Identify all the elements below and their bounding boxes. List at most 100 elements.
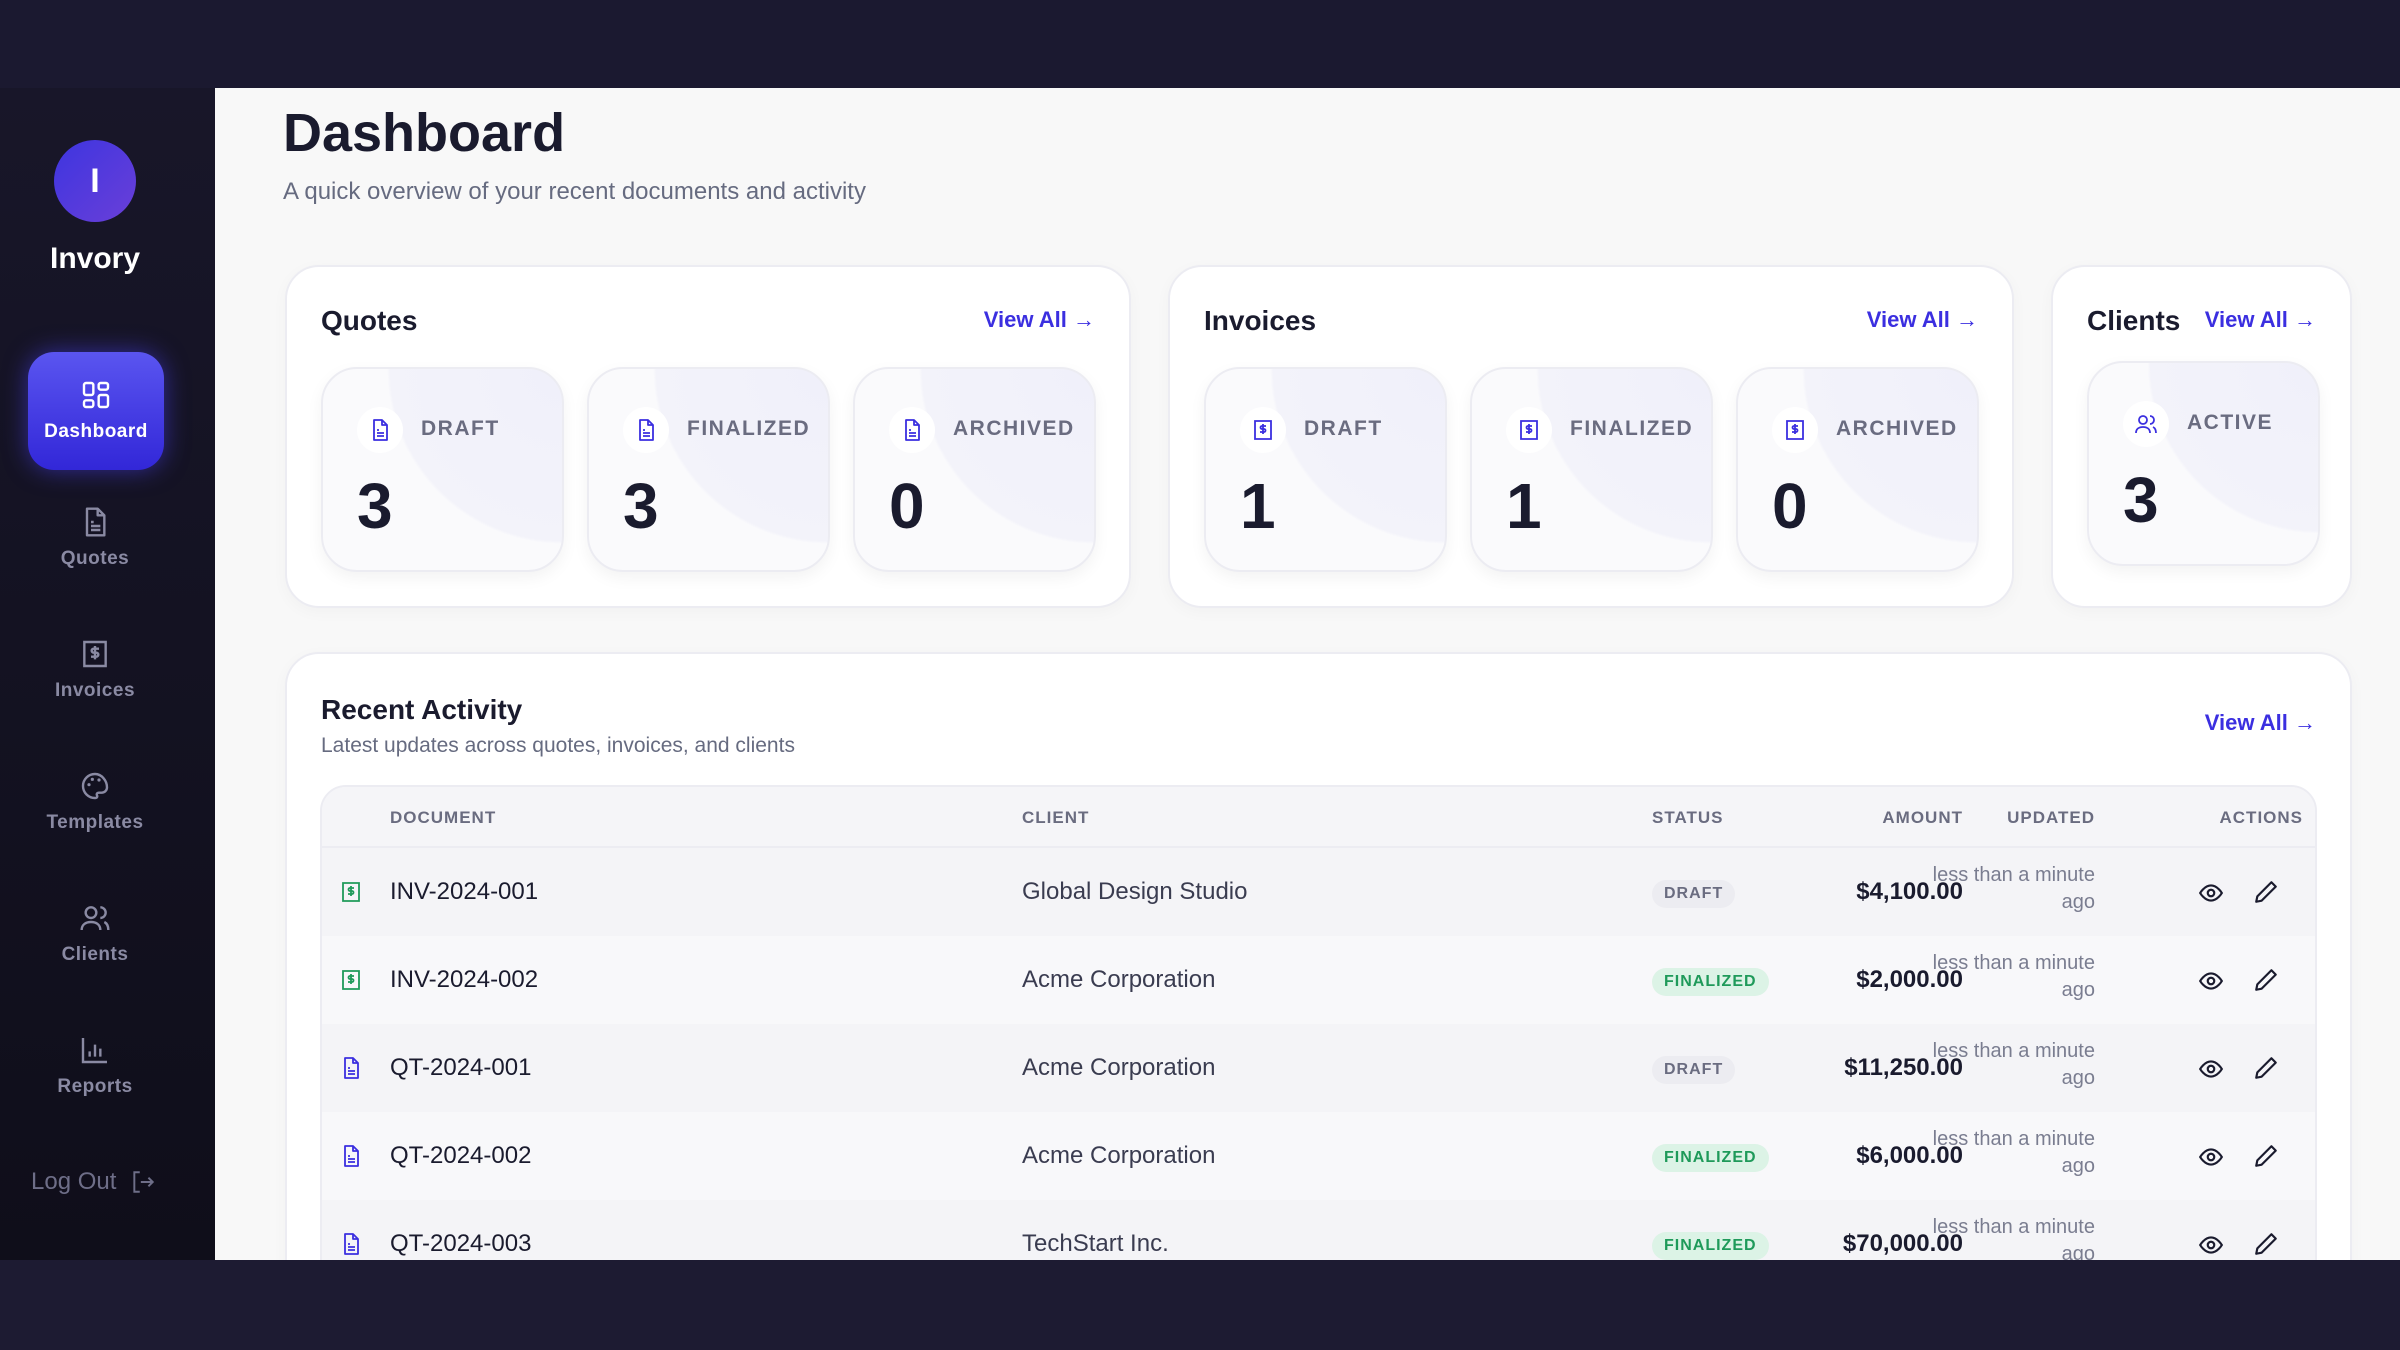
document-id[interactable]: QT-2024-001 — [390, 1054, 532, 1081]
app-logo: I — [54, 140, 136, 222]
edit-icon[interactable] — [2253, 879, 2279, 905]
status-badge: DRAFT — [1652, 880, 1736, 908]
logout-label: Log Out — [31, 1168, 117, 1195]
card-title: Invoices — [1204, 305, 1317, 336]
view-icon[interactable] — [2198, 1056, 2224, 1082]
table-row[interactable]: INV-2024-002 Acme Corporation FINALIZED … — [322, 936, 2315, 1024]
document-icon — [368, 418, 392, 442]
sidebar-item-label: Clients — [61, 944, 129, 965]
table-row[interactable]: QT-2024-001 Acme Corporation DRAFT $11,2… — [322, 1024, 2315, 1112]
status-badge: FINALIZED — [1652, 1232, 1769, 1260]
stat-value: 0 — [1772, 470, 1808, 542]
column-header: STATUS — [1652, 808, 1724, 827]
column-header: UPDATED — [2007, 808, 2095, 827]
clients-view-all-link[interactable]: View All → — [2204, 307, 2316, 332]
stat-label: ARCHIVED — [1836, 417, 1958, 440]
receipt-dollar-icon — [79, 638, 111, 670]
clients-active-stat[interactable]: ACTIVE 3 — [2087, 361, 2320, 566]
status-badge: DRAFT — [1652, 1056, 1736, 1084]
quotes-draft-stat[interactable]: DRAFT 3 — [321, 367, 564, 572]
main-content: Dashboard A quick overview of your recen… — [215, 88, 2400, 1260]
amount: $4,100.00 — [1856, 878, 1963, 905]
updated-time: less than a minute ago — [1932, 1216, 2095, 1260]
sidebar-item-label: Quotes — [60, 548, 130, 569]
document-id[interactable]: QT-2024-003 — [390, 1230, 532, 1257]
quotes-finalized-stat[interactable]: FINALIZED 3 — [587, 367, 830, 572]
sidebar-item-templates[interactable]: Templates — [0, 770, 190, 834]
client-name: TechStart Inc. — [1022, 1230, 1169, 1257]
status-badge: FINALIZED — [1652, 1144, 1769, 1172]
client-name: Acme Corporation — [1022, 1054, 1216, 1081]
document-id[interactable]: INV-2024-001 — [390, 878, 539, 905]
recent-activity-card: Recent Activity Latest updates across qu… — [285, 652, 2352, 1260]
quotes-archived-stat[interactable]: ARCHIVED 0 — [853, 367, 1096, 572]
sidebar-item-label: Invoices — [54, 680, 136, 701]
activity-table: DOCUMENT CLIENT STATUS AMOUNT UPDATED AC… — [320, 785, 2317, 1260]
invoices-archived-stat[interactable]: ARCHIVED 0 — [1736, 367, 1979, 572]
stat-value: 1 — [1240, 470, 1276, 542]
updated-time: less than a minute ago — [1932, 952, 2095, 1001]
page-subtitle: A quick overview of your recent document… — [283, 178, 866, 205]
amount: $70,000.00 — [1842, 1230, 1963, 1257]
column-header: AMOUNT — [1882, 808, 1963, 827]
invoices-draft-stat[interactable]: DRAFT 1 — [1204, 367, 1447, 572]
edit-icon[interactable] — [2253, 967, 2279, 993]
receipt-dollar-icon — [1251, 418, 1275, 442]
view-icon[interactable] — [2198, 1232, 2224, 1258]
stat-value: 3 — [623, 470, 659, 542]
edit-icon[interactable] — [2253, 1055, 2279, 1081]
activity-view-all-link[interactable]: View All → — [2204, 710, 2316, 735]
clients-card: Clients View All → ACTIVE 3 — [2051, 265, 2352, 608]
document-icon — [900, 418, 924, 442]
updated-time: less than a minute ago — [1932, 1128, 2095, 1177]
users-icon — [79, 902, 111, 934]
page-title: Dashboard — [283, 103, 566, 163]
grid-icon — [82, 381, 110, 409]
invoice-icon — [339, 880, 363, 904]
column-header: DOCUMENT — [390, 808, 497, 827]
view-icon[interactable] — [2198, 1144, 2224, 1170]
quotes-view-all-link[interactable]: View All → — [983, 307, 1095, 332]
top-bar — [0, 0, 2400, 88]
quotes-card: Quotes View All → DRAFT 3 FINALIZED 3 ARCH… — [285, 265, 1131, 608]
client-name: Global Design Studio — [1022, 878, 1248, 905]
view-icon[interactable] — [2198, 968, 2224, 994]
receipt-dollar-icon — [1783, 418, 1807, 442]
stat-label: FINALIZED — [687, 417, 811, 440]
invoices-card: Invoices View All → DRAFT 1 FINALIZED 1 AR… — [1168, 265, 2014, 608]
edit-icon[interactable] — [2253, 1231, 2279, 1257]
document-icon — [79, 506, 111, 538]
sidebar: I Invory Dashboard Quotes Invoices Templ… — [0, 88, 215, 1260]
sidebar-item-reports[interactable]: Reports — [0, 1034, 190, 1098]
client-name: Acme Corporation — [1022, 966, 1216, 993]
logout-icon — [133, 1171, 155, 1193]
table-row[interactable]: QT-2024-003 TechStart Inc. FINALIZED $70… — [322, 1200, 2315, 1260]
sidebar-item-clients[interactable]: Clients — [0, 902, 190, 966]
users-icon — [2134, 412, 2158, 436]
invoices-view-all-link[interactable]: View All → — [1866, 307, 1978, 332]
amount: $11,250.00 — [1844, 1054, 1963, 1081]
column-header: CLIENT — [1022, 808, 1090, 827]
sidebar-item-quotes[interactable]: Quotes — [0, 506, 190, 570]
edit-icon[interactable] — [2253, 1143, 2279, 1169]
document-id[interactable]: INV-2024-002 — [390, 966, 539, 993]
quote-icon — [339, 1056, 363, 1080]
sidebar-item-dashboard[interactable]: Dashboard — [28, 352, 164, 470]
table-row[interactable]: QT-2024-002 Acme Corporation FINALIZED $… — [322, 1112, 2315, 1200]
invoices-finalized-stat[interactable]: FINALIZED 1 — [1470, 367, 1713, 572]
bar-chart-icon — [81, 1038, 107, 1064]
client-name: Acme Corporation — [1022, 1142, 1216, 1169]
amount: $6,000.00 — [1856, 1142, 1963, 1169]
stat-label: DRAFT — [421, 417, 500, 440]
invoice-icon — [339, 968, 363, 992]
sidebar-item-invoices[interactable]: Invoices — [0, 638, 190, 702]
logout-button[interactable]: Log Out — [31, 1168, 156, 1196]
document-id[interactable]: QT-2024-002 — [390, 1142, 532, 1169]
bottom-bar — [0, 1260, 2400, 1350]
sidebar-item-label: Templates — [46, 812, 144, 833]
stat-value: 3 — [2123, 464, 2159, 536]
view-icon[interactable] — [2198, 880, 2224, 906]
table-row[interactable]: INV-2024-001 Global Design Studio DRAFT … — [322, 848, 2315, 936]
stat-value: 3 — [357, 470, 393, 542]
stat-label: ARCHIVED — [953, 417, 1075, 440]
